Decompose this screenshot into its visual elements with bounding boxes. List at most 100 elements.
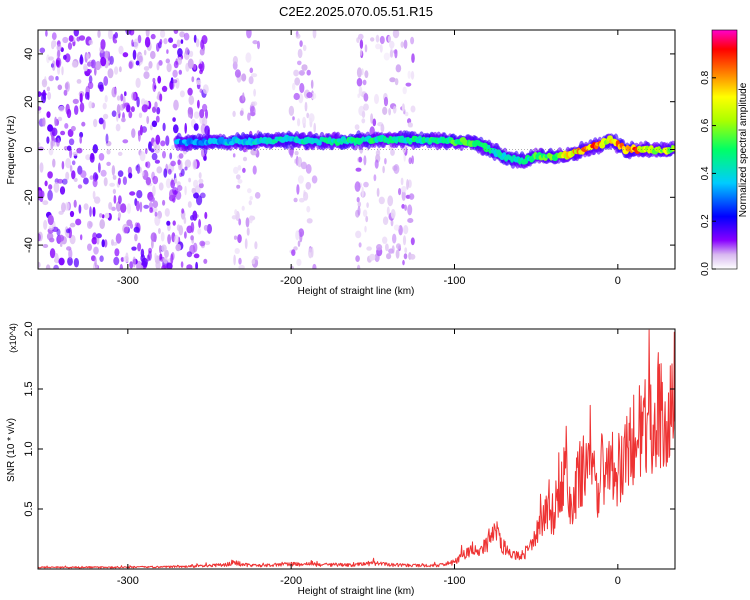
noise-blob [242,92,245,102]
noise-blob [83,65,88,72]
noise-blob [167,168,172,175]
noise-blob [402,235,407,246]
noise-blob [45,30,48,37]
noise-blob [184,159,192,168]
noise-blob [166,220,171,226]
noise-blob [390,148,395,156]
noise-blob [45,264,51,269]
noise-blob [369,253,376,261]
noise-blob [165,178,172,189]
x-tick-label: 0 [615,575,621,587]
noise-blob [58,105,65,112]
noise-blob [145,30,150,38]
heatmap-y-axis: -40 -20 0 20 40 [23,48,675,253]
noise-blob [154,143,161,154]
noise-blob [78,204,82,214]
noise-blob [135,77,141,88]
noise-blob [68,248,73,260]
noise-blob [300,161,307,170]
noise-blob [193,63,197,71]
noise-blob [53,264,59,269]
noise-blob [366,202,369,209]
noise-blob [150,232,157,242]
noise-blob [103,177,108,187]
noise-blob [92,190,96,200]
noise-blob [173,124,179,134]
noise-blob [411,53,415,63]
noise-blob [409,253,416,260]
noise-blob [69,210,75,218]
noise-blob [305,181,312,190]
noise-blob [85,39,89,45]
noise-blob [95,60,101,71]
noise-blob [199,48,205,56]
noise-blob [193,242,198,253]
noise-blob [179,90,185,98]
noise-blob [233,166,239,174]
colorbar [711,29,738,270]
noise-blob [192,210,198,221]
noise-blob [58,257,65,266]
noise-blob [156,166,163,174]
noise-blob [86,53,90,60]
noise-blob [120,257,125,262]
noise-blob [59,186,66,195]
noise-blob [141,171,145,177]
noise-blob [392,105,397,114]
noise-blob [183,32,190,41]
noise-blob [375,43,381,50]
y-tick-label: 1.0 [23,441,35,456]
noise-blob [92,206,96,217]
noise-blob [204,211,208,220]
noise-blob [363,103,369,111]
noise-blob [154,211,158,217]
noise-blob [152,81,157,93]
noise-blob [306,205,311,213]
noise-blob [63,146,68,151]
noise-blob [65,228,71,234]
noise-blob [299,40,303,47]
noise-blob [72,98,79,105]
noise-blob [251,259,256,265]
noise-blob [125,30,132,35]
noise-blob [76,79,82,84]
noise-blob [48,184,53,190]
noise-blob [122,52,129,58]
noise-blob [43,219,48,230]
noise-blob [195,38,200,48]
noise-blob [246,30,252,39]
noise-blob [38,261,41,268]
noise-blob [354,181,361,192]
noise-blob [46,86,51,92]
noise-blob [116,95,121,101]
noise-blob [410,105,416,113]
noise-blob [356,37,360,43]
noise-blob [94,256,97,267]
noise-blob [69,165,73,172]
noise-blob [173,99,179,111]
noise-blob [235,174,241,180]
noise-blob [238,218,242,226]
noise-blob [47,171,53,179]
noise-blob [404,247,408,254]
noise-blob [116,104,121,115]
noise-blob [376,187,380,197]
noise-blob [113,195,117,204]
noise-blob [170,160,176,167]
noise-blob [357,201,362,208]
noise-blob [92,144,99,154]
noise-blob [382,165,385,174]
noise-blob [382,216,389,225]
noise-blob [403,39,408,49]
noise-blob [379,35,385,45]
noise-blob [373,174,377,182]
noise-blob [54,137,59,143]
colorbar-tick-label: 0.8 [700,70,711,84]
noise-blob [252,40,258,45]
noise-blob [89,175,94,180]
noise-blob [306,112,310,119]
noise-blob [102,102,107,110]
noise-blob [61,202,66,213]
noise-blob [163,38,168,45]
noise-blob [150,50,156,60]
